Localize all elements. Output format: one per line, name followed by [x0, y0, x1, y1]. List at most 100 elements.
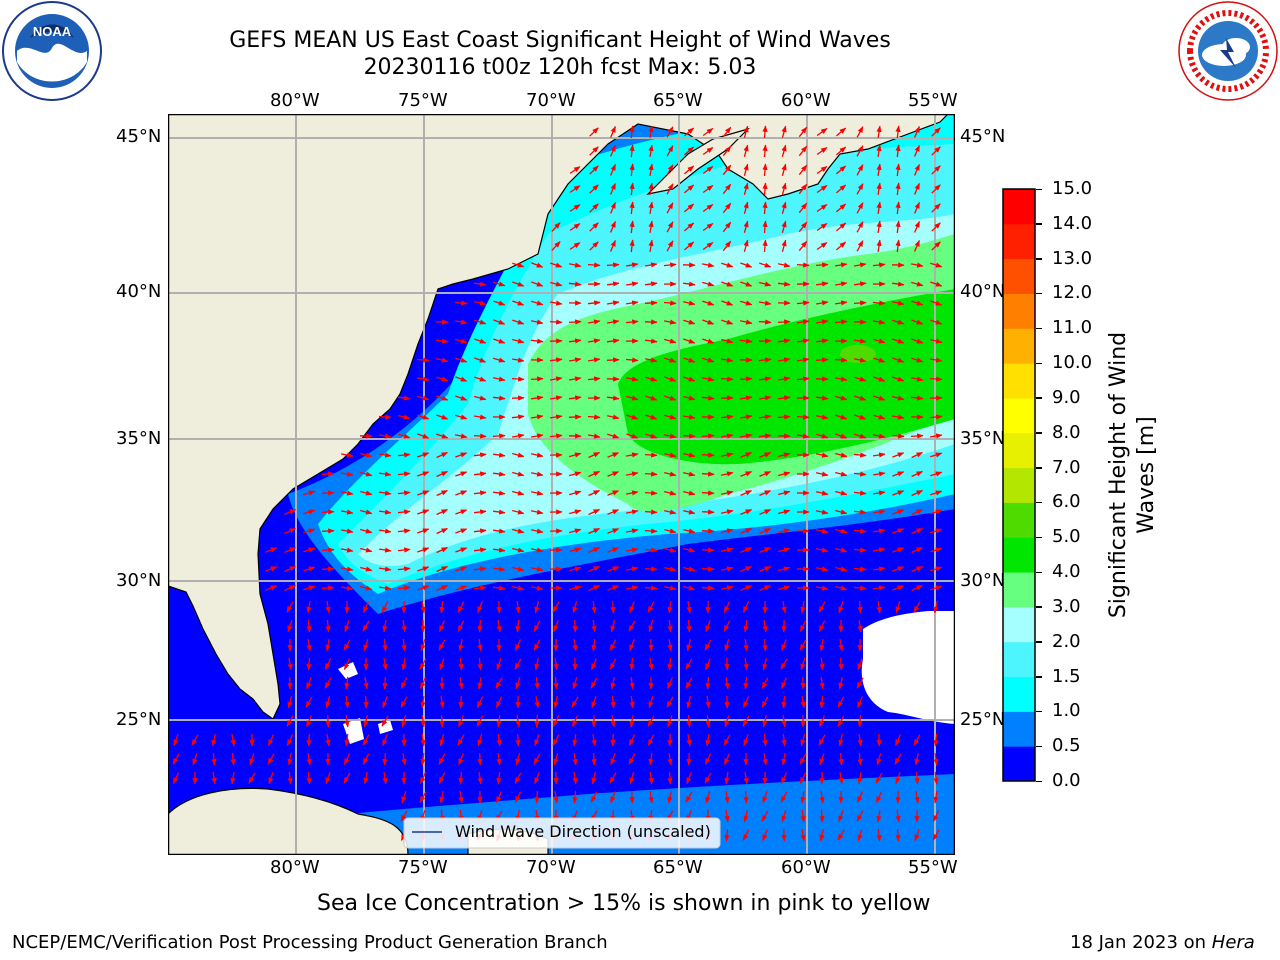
- wind-wave-arrow: [739, 338, 753, 344]
- wind-wave-arrow: [569, 452, 582, 458]
- wind-wave-arrow: [230, 752, 236, 766]
- colorbar-tick-mark: [1036, 432, 1042, 434]
- wind-wave-arrow: [835, 262, 848, 268]
- wind-wave-arrow: [759, 414, 772, 420]
- wind-wave-arrow: [894, 753, 902, 765]
- wind-wave-arrow: [911, 357, 924, 363]
- wind-wave-arrow: [835, 566, 848, 572]
- wind-wave-arrow: [666, 240, 674, 252]
- wind-wave-arrow: [663, 433, 677, 439]
- wind-wave-arrow: [892, 357, 905, 363]
- colorbar-band: [1003, 189, 1035, 225]
- wind-wave-arrow: [930, 528, 943, 534]
- wind-wave-arrow: [876, 182, 882, 195]
- wind-wave-arrow: [629, 182, 635, 196]
- wind-wave-arrow: [362, 620, 370, 632]
- wind-wave-arrow: [876, 753, 882, 766]
- wind-wave-arrow: [549, 433, 563, 439]
- wind-wave-arrow: [569, 223, 581, 231]
- wind-wave-arrow: [892, 376, 905, 382]
- wind-wave-arrow: [781, 715, 787, 728]
- wind-wave-arrow: [856, 183, 864, 195]
- wind-wave-arrow: [781, 810, 787, 823]
- wind-wave-arrow: [876, 828, 882, 842]
- wind-wave-arrow: [458, 715, 464, 728]
- wind-wave-arrow: [382, 619, 388, 633]
- wind-wave-arrow: [249, 753, 255, 766]
- wind-wave-arrow: [667, 752, 673, 766]
- wind-wave-arrow: [417, 585, 430, 591]
- wind-wave-arrow: [857, 714, 863, 728]
- wind-wave-arrow: [495, 677, 503, 689]
- wind-wave-arrow: [872, 262, 886, 268]
- wind-wave-arrow: [835, 241, 847, 251]
- wind-wave-arrow: [930, 281, 943, 287]
- lat-tick-left-25n: 25°N: [116, 709, 162, 730]
- wind-wave-arrow: [340, 471, 354, 477]
- wind-wave-arrow: [648, 125, 654, 139]
- colorbar-tick-mark: [1036, 710, 1042, 713]
- lon-tick-bottom-55w: 55°W: [908, 857, 958, 878]
- wind-wave-arrow: [854, 414, 867, 420]
- wind-wave-arrow: [930, 471, 943, 477]
- wind-wave-arrow: [740, 547, 753, 553]
- wind-wave-arrow: [284, 546, 297, 554]
- wind-wave-arrow: [477, 601, 483, 614]
- wind-wave-arrow: [777, 357, 791, 363]
- wind-wave-arrow: [303, 585, 316, 591]
- wind-wave-arrow: [286, 601, 294, 613]
- wind-wave-arrow: [512, 585, 525, 591]
- wind-wave-arrow: [815, 262, 829, 268]
- wind-wave-arrow: [664, 338, 677, 344]
- wind-wave-arrow: [683, 281, 696, 287]
- wind-wave-arrow: [626, 300, 639, 306]
- wind-wave-arrow: [591, 733, 597, 747]
- wind-wave-arrow: [683, 528, 696, 534]
- wind-wave-arrow: [306, 715, 312, 728]
- wind-wave-arrow: [914, 163, 920, 176]
- wind-wave-arrow: [610, 620, 616, 633]
- wind-wave-arrow: [610, 125, 616, 138]
- wind-wave-arrow: [759, 452, 772, 458]
- wind-wave-arrow: [704, 639, 712, 651]
- wind-wave-arrow: [400, 696, 408, 708]
- wind-wave-arrow: [892, 509, 905, 515]
- wind-wave-arrow: [628, 753, 636, 765]
- wind-wave-arrow: [815, 471, 829, 477]
- wind-wave-arrow: [571, 696, 579, 708]
- wind-wave-arrow: [777, 262, 791, 268]
- wind-wave-arrow: [778, 490, 791, 496]
- wind-wave-arrow: [629, 657, 635, 671]
- wind-wave-arrow: [382, 734, 388, 747]
- lon-tick-bottom-70w: 70°W: [526, 857, 576, 878]
- wind-wave-arrow: [550, 414, 563, 420]
- wind-wave-arrow: [798, 202, 808, 214]
- wind-wave-arrow: [625, 471, 639, 477]
- land-cuba: [168, 787, 409, 855]
- wind-wave-arrow: [607, 471, 620, 477]
- colorbar-tick-label: 10.0: [1052, 352, 1093, 374]
- wind-wave-arrow: [666, 202, 674, 214]
- wind-wave-arrow: [360, 509, 373, 515]
- wind-wave-arrow: [892, 547, 905, 553]
- wind-wave-arrow: [854, 376, 867, 382]
- wind-wave-arrow: [911, 338, 924, 344]
- wind-wave-arrow: [743, 696, 749, 709]
- wind-wave-arrow: [702, 146, 714, 156]
- colorbar-tick-label: 2.0: [1052, 630, 1081, 652]
- wind-wave-arrow: [287, 771, 293, 785]
- colorbar-band: [1003, 641, 1035, 678]
- wind-wave-arrow: [473, 566, 487, 572]
- wind-wave-arrow: [572, 677, 578, 690]
- wind-wave-arrow: [739, 414, 753, 420]
- wind-wave-arrow: [740, 452, 753, 458]
- wind-wave-arrow: [686, 619, 692, 633]
- wind-wave-arrow: [569, 490, 582, 496]
- wind-wave-arrow: [704, 753, 712, 765]
- wind-wave-arrow: [815, 490, 829, 496]
- wind-wave-arrow: [648, 620, 654, 633]
- wind-wave-arrow: [473, 509, 487, 515]
- wind-wave-arrow: [932, 829, 940, 841]
- wind-wave-arrow: [777, 376, 791, 382]
- wind-wave-arrow: [892, 528, 905, 534]
